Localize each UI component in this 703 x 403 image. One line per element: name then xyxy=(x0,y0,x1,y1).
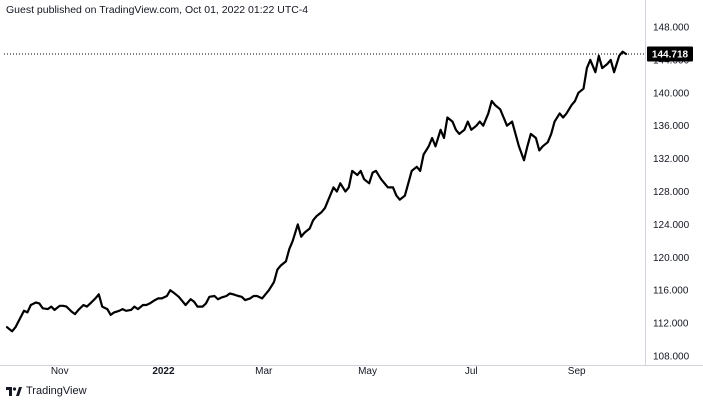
publish-info: Guest published on TradingView.com, Oct … xyxy=(6,4,309,16)
last-price-label: 144.718 xyxy=(647,46,693,62)
y-tick-label: 116.000 xyxy=(653,286,689,297)
footer[interactable]: TradingView xyxy=(6,383,87,399)
last-price-label-bg xyxy=(647,46,693,62)
x-tick-label: 2022 xyxy=(152,366,175,377)
y-tick-label: 120.000 xyxy=(653,253,690,264)
footer-brand: TradingView xyxy=(26,385,87,397)
y-tick-label: 140.000 xyxy=(653,88,690,99)
x-tick-label: Jul xyxy=(465,366,478,377)
y-tick-label: 128.000 xyxy=(653,187,690,198)
price-series-line xyxy=(5,50,628,333)
y-tick-label: 132.000 xyxy=(653,154,690,165)
tradingview-logo-icon xyxy=(6,385,22,397)
y-axis: 148.000144.000140.000136.000132.000128.0… xyxy=(653,23,690,363)
y-tick-label: 108.000 xyxy=(653,352,690,363)
y-tick-label: 124.000 xyxy=(653,220,690,231)
last-price-value: 144.718 xyxy=(652,49,689,60)
x-tick-label: May xyxy=(358,366,377,377)
y-tick-label: 148.000 xyxy=(653,23,690,34)
x-axis: Nov 2022 Mar May Jul Sep xyxy=(51,366,586,377)
y-tick-label: 136.000 xyxy=(653,121,690,132)
x-tick-label: Sep xyxy=(568,366,586,377)
y-tick-label: 112.000 xyxy=(653,319,689,330)
x-tick-label: Mar xyxy=(255,366,273,377)
x-tick-label: Nov xyxy=(51,366,69,377)
